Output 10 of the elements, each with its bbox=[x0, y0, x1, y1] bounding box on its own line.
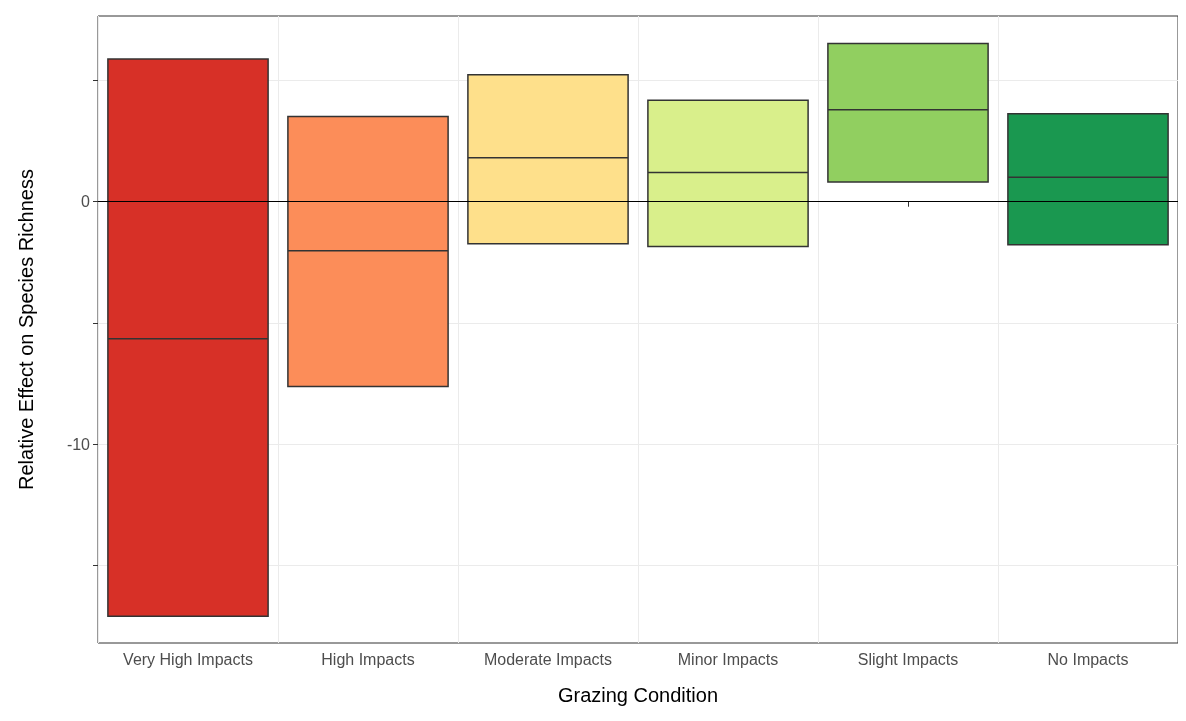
y-axis-title: Relative Effect on Species Richness bbox=[15, 169, 37, 490]
x-tick-label: Slight Impacts bbox=[857, 650, 959, 668]
x-axis-title: Grazing Condition bbox=[557, 684, 719, 706]
x-tick-label: Moderate Impacts bbox=[483, 650, 613, 668]
x-tick-label: High Impacts bbox=[321, 650, 415, 668]
y-tick-label: -10 bbox=[66, 435, 91, 453]
x-tick-label: Minor Impacts bbox=[677, 650, 779, 668]
x-tick-label: No Impacts bbox=[1047, 650, 1129, 668]
y-tick-label: 0 bbox=[81, 193, 91, 211]
x-tick-label: Very High Impacts bbox=[123, 650, 253, 668]
